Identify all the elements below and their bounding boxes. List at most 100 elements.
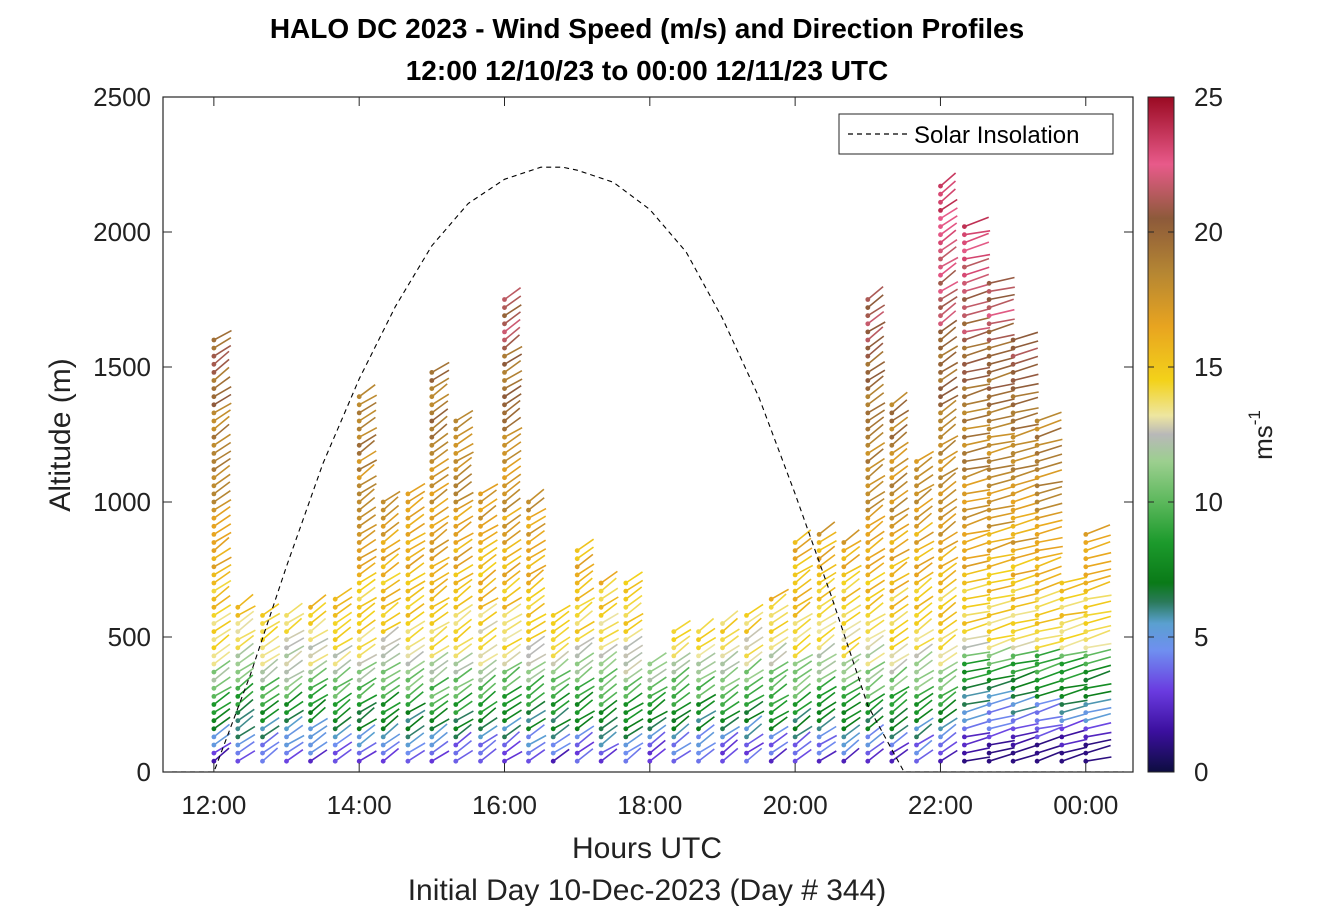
wind-barb-dot [502, 459, 507, 464]
wind-barb [1012, 592, 1039, 600]
wind-barb [504, 304, 522, 317]
wind-barb-dot [429, 588, 435, 594]
wind-barb-dot [720, 694, 725, 699]
wind-barb-dot [260, 750, 265, 756]
wind-barb [843, 545, 861, 560]
wind-barb-dot [889, 548, 895, 553]
wind-barb-dot [865, 475, 871, 481]
wind-barb-dot [671, 661, 677, 667]
wind-barb [600, 643, 618, 657]
wind-barb [964, 438, 990, 447]
wind-barb [407, 709, 426, 722]
wind-barb-dot [962, 394, 967, 400]
wind-barb [770, 650, 788, 665]
wind-barb [431, 659, 449, 673]
wind-barb [721, 739, 739, 754]
wind-barb [916, 595, 934, 608]
wind-barb [576, 685, 595, 698]
wind-barb-dot [405, 564, 411, 570]
wind-barb-dot [986, 378, 992, 383]
wind-barb [382, 733, 401, 746]
wind-barb-dot [962, 240, 967, 246]
wind-barb-dot [647, 710, 653, 715]
wind-barb [528, 548, 547, 560]
wind-barb [625, 628, 643, 641]
wind-barb [1012, 753, 1039, 762]
wind-barb-dot [478, 572, 483, 578]
wind-barb-dot [235, 750, 241, 756]
wind-barb [237, 610, 255, 625]
wind-barb [964, 634, 991, 641]
wind-barb-dot [986, 523, 992, 529]
wind-barb [649, 748, 666, 762]
wind-barb-dot [744, 694, 749, 699]
wind-barb [818, 554, 836, 568]
wind-barb [891, 391, 908, 406]
wind-barb [1061, 687, 1087, 698]
wind-barb [891, 653, 910, 665]
wind-barb [988, 695, 1015, 706]
wind-barb-dot [889, 677, 895, 683]
wind-barb [504, 661, 523, 673]
wind-barb-dot [962, 580, 967, 586]
wind-barb [988, 470, 1015, 479]
wind-barb-dot [574, 645, 580, 651]
wind-barb [382, 561, 400, 576]
wind-barb [722, 677, 741, 689]
wind-barb [382, 652, 401, 665]
wind-barb [1012, 373, 1039, 382]
wind-barb-dot [235, 653, 241, 659]
wind-barb [625, 702, 644, 714]
wind-barb-dot [356, 564, 362, 570]
wind-barb [891, 513, 909, 527]
wind-barb-dot [478, 726, 483, 732]
wind-barb-dot [938, 467, 943, 472]
wind-barb [964, 703, 990, 714]
wind-barb-dot [405, 515, 411, 521]
wind-barb-dot [792, 629, 798, 634]
wind-barb-dot [889, 451, 895, 456]
wind-barb-dot [405, 694, 411, 699]
wind-barb-dot [986, 629, 992, 634]
wind-barb-dot [720, 734, 725, 740]
wind-barb-dot [1010, 694, 1016, 699]
wind-barb [382, 504, 400, 519]
wind-barb-dot [598, 702, 604, 707]
wind-barb [480, 553, 497, 568]
wind-barb [358, 401, 377, 414]
wind-barb [964, 230, 991, 236]
wind-barb-dot [526, 499, 531, 505]
wind-barb [818, 531, 837, 544]
wind-barb-dot [671, 685, 677, 691]
wind-barb-dot [235, 604, 241, 610]
wind-barb-dot [502, 378, 507, 383]
wind-barb-dot [720, 710, 725, 715]
wind-barb-dot [647, 677, 653, 683]
wind-barb-dot [502, 734, 507, 740]
wind-barb [407, 660, 426, 673]
wind-barb-dot [211, 556, 217, 562]
wind-barb [1036, 589, 1062, 600]
wind-barb-dot [1059, 661, 1065, 667]
wind-barb-dot [792, 572, 798, 578]
wind-barb [358, 555, 377, 568]
wind-barb-dot [720, 621, 725, 626]
wind-barb [552, 642, 570, 657]
wind-barb-dot [380, 710, 386, 715]
wind-barb-dot [938, 710, 943, 715]
wind-barb [504, 620, 522, 633]
wind-barb-dot [1034, 710, 1040, 715]
wind-barb-dot [308, 758, 313, 764]
wind-barb-dot [962, 402, 967, 408]
wind-barb-dot [816, 621, 822, 626]
wind-barb-dot [986, 426, 992, 432]
wind-barb-dot [453, 661, 459, 667]
wind-barb-dot [502, 564, 507, 570]
wind-barb-dot [865, 353, 871, 359]
wind-barb-dot [1010, 418, 1016, 424]
wind-barb-dot [598, 677, 604, 683]
wind-barb-dot [986, 394, 992, 400]
wind-barb [382, 512, 399, 527]
wind-barb [504, 318, 521, 333]
